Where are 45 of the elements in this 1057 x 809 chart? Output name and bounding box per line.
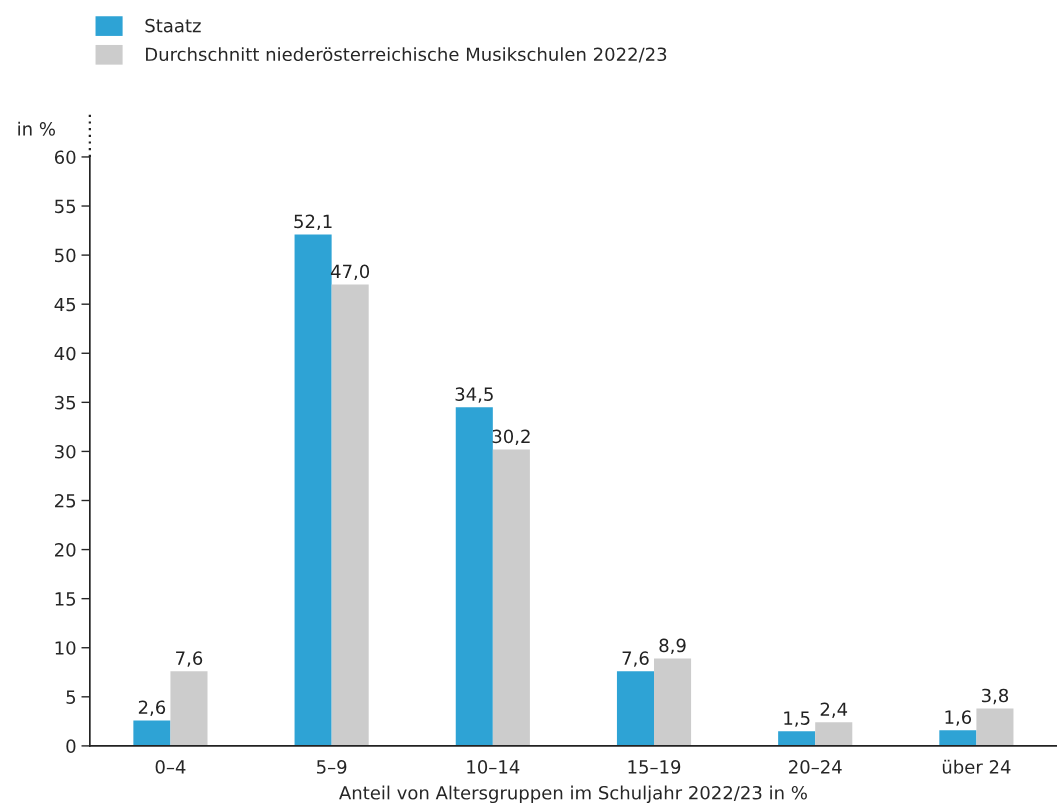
bar: [616, 671, 655, 746]
bar: [778, 731, 816, 746]
y-tick-label: 25: [55, 493, 76, 508]
y-tick-label: 0: [66, 739, 76, 754]
y-tick-label: 10: [55, 641, 76, 655]
data-label: 8,9: [659, 638, 686, 655]
bar: [455, 407, 493, 746]
data-label: 1,6: [945, 710, 972, 726]
x-tick-label: über 24: [942, 759, 1011, 774]
data-label: 7,6: [622, 651, 649, 667]
bar: [294, 234, 332, 746]
bar: [170, 671, 208, 746]
data-label: 52,1: [294, 214, 332, 231]
x-tick-label: 0–4: [155, 760, 186, 774]
legend-label: Staatz: [145, 18, 201, 33]
y-tick-label: 40: [54, 346, 76, 361]
y-tick-label: 35: [55, 395, 76, 410]
data-label: 2,4: [820, 702, 848, 718]
bar: [133, 720, 171, 746]
bar: [492, 449, 530, 746]
y-tick-label: 5: [66, 690, 76, 704]
y-tick-label: 50: [55, 248, 76, 263]
y-tick-label: 60: [54, 150, 76, 165]
bar: [331, 284, 369, 746]
x-tick-label: 15–19: [628, 760, 681, 774]
y-tick-label: 15: [55, 592, 76, 606]
data-label: 1,5: [784, 711, 810, 727]
y-tick-label: 45: [54, 297, 76, 312]
bar: [654, 658, 692, 746]
y-tick-label: 30: [55, 444, 76, 459]
legend-label: Durchschnitt niederösterreichische Musikschulen 2022/23: [146, 47, 667, 63]
y-tick-label: 20: [55, 543, 76, 557]
x-tick-label: 5–9: [317, 760, 347, 774]
y-axis-title: in %: [18, 121, 55, 136]
data-label: 2,6: [138, 700, 166, 716]
x-tick-label: 20–24: [789, 760, 842, 774]
x-axis-title: Anteil von Altersgruppen im Schuljahr 2022/23 in %: [339, 785, 807, 804]
data-label: 3,8: [981, 688, 1009, 705]
bar: [976, 708, 1014, 746]
bar: [939, 730, 977, 746]
data-label: 7,6: [176, 651, 203, 667]
bar: [815, 722, 853, 746]
data-label: 34,5: [455, 387, 493, 403]
x-tick-label: 10–14: [467, 760, 520, 774]
y-tick-label: 55: [55, 199, 76, 214]
